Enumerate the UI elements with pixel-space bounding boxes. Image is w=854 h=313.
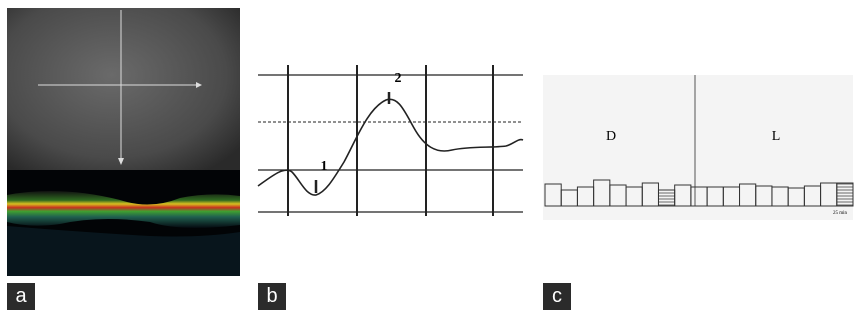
record-block [658, 190, 674, 206]
annotation: 1 [321, 159, 328, 174]
figure-panels: 1 2 D L 25 min [0, 0, 854, 280]
panel-c-record [543, 75, 853, 220]
panel-label: a [7, 283, 35, 310]
record-block [837, 183, 853, 206]
annotation: 25 min [833, 211, 848, 216]
panel-label: b [258, 283, 286, 310]
figure: 1 2 D L 25 min a b c [0, 0, 854, 313]
panel-b-trace [258, 65, 523, 216]
annotation: D [606, 129, 616, 144]
annotation: 2 [395, 71, 402, 86]
panel-a-image [7, 8, 240, 276]
annotation: L [772, 129, 781, 144]
panel-label: c [543, 283, 571, 310]
